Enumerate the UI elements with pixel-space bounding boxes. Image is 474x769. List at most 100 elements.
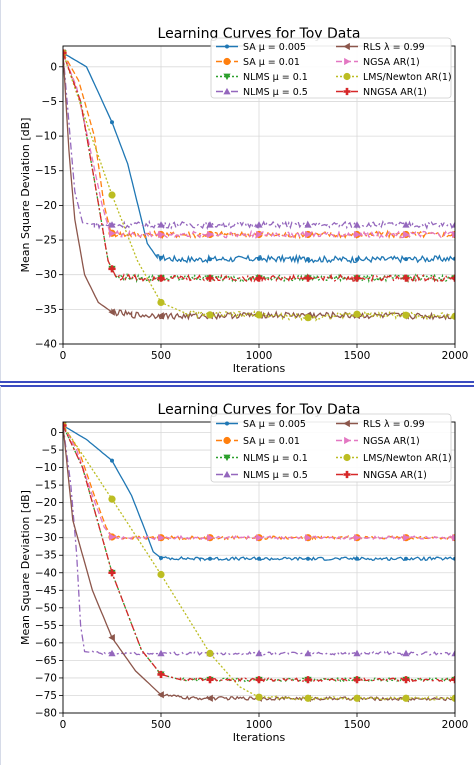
marker-triangle-up-3-8: [451, 221, 455, 228]
y-tick-label-4: −20: [35, 200, 57, 212]
y-axis-label: Mean Square Deviation [dB]: [19, 118, 32, 273]
marker-triangle-right-5-8: [452, 534, 455, 542]
marker-point-0-6: [355, 257, 359, 262]
marker-triangle-right-5-4: [256, 534, 263, 542]
chart-panel-bottom: Learning Curves for Toy Data 0 500 1000 1500…: [0, 386, 474, 765]
marker-triangle-up-3-1: [108, 649, 116, 657]
legend-label-3: NLMS μ = 0.5: [243, 87, 308, 98]
chart-panel-top: Learning Curves for Toy Data 0 500 1000 1500…: [0, 0, 474, 382]
marker-triangle-up-3-3: [206, 221, 214, 228]
marker-circle-legend-6: [343, 453, 351, 462]
marker-circle-6-8: [451, 694, 455, 702]
marker-plus-7-8: [451, 274, 455, 282]
legend-label-0: SA μ = 0.005: [243, 419, 306, 430]
marker-triangle-up-3-8: [451, 649, 455, 657]
marker-circle-6-2: [157, 570, 165, 579]
marker-triangle-right-legend-5: [344, 57, 351, 66]
marker-plus-7-3: [206, 676, 214, 684]
marker-triangle-right-5-1: [109, 533, 116, 541]
x-tick-label-2: 1000: [246, 719, 273, 731]
marker-point-0-5: [306, 257, 310, 262]
marker-circle-legend-6: [343, 72, 351, 81]
y-tick-label-5: −25: [35, 235, 57, 247]
y-tick-label-3: −15: [35, 480, 57, 492]
marker-circle-6-8: [451, 312, 455, 320]
marker-point-0-7: [404, 556, 408, 561]
marker-point-0-3: [208, 257, 212, 262]
legend-box: [210, 413, 452, 483]
marker-point-0-8: [453, 556, 455, 561]
x-tick-label-4: 2000: [442, 719, 469, 731]
marker-point-0-2: [159, 556, 163, 561]
marker-point-legend-0: [225, 421, 229, 426]
marker-circle-6-7: [402, 311, 410, 319]
y-tick-label-0: 0: [50, 427, 57, 439]
marker-plus-legend-7: [343, 470, 351, 479]
y-tick-label-1: −5: [42, 96, 57, 108]
marker-point-legend-0: [225, 44, 229, 49]
marker-plus-7-7: [402, 676, 410, 684]
legend-label-0: SA μ = 0.005: [243, 42, 306, 53]
marker-triangle-right-5-6: [354, 534, 361, 542]
y-tick-label-7: −35: [35, 550, 57, 562]
tick-labels: 0 500 1000 1500 2000 0 −5 −10 −15 −20 −25 −30 −35 −40: [35, 61, 469, 362]
marker-point-0-8: [453, 256, 455, 261]
legend-label-4: RLS λ = 0.99: [363, 42, 425, 53]
marker-triangle-up-legend-3: [223, 470, 231, 478]
legend-label-3: NLMS μ = 0.5: [243, 470, 308, 481]
marker-triangle-right-5-6: [354, 230, 361, 239]
marker-circle-6-6: [353, 310, 361, 318]
series-group: [63, 422, 455, 703]
y-tick-label-5: −25: [35, 515, 57, 527]
legend: SA μ = 0.005 SA μ = 0.01 NLMS μ = 0.1 NLMS …: [210, 37, 452, 99]
y-tick-label-15: −75: [35, 690, 57, 702]
marker-circle-6-3: [206, 649, 214, 657]
marker-point-0-1: [110, 120, 114, 125]
marker-triangle-up-3-6: [353, 649, 361, 657]
marker-plus-7-1: [108, 265, 116, 273]
marker-triangle-right-5-4: [256, 230, 263, 239]
marker-triangle-left-4-3: [206, 694, 213, 702]
marker-circle-6-5: [304, 314, 312, 322]
x-axis-label: Iterations: [233, 362, 286, 375]
marker-triangle-left-4-2: [157, 691, 164, 699]
x-tick-label-0: 0: [60, 719, 67, 731]
marker-triangle-up-3-6: [353, 221, 361, 228]
marker-plus-7-2: [157, 670, 165, 679]
marker-circle-6-1: [108, 495, 116, 503]
marker-plus-7-5: [304, 676, 312, 684]
y-tick-label-7: −35: [35, 304, 57, 316]
legend-label-2: NLMS μ = 0.1: [243, 72, 308, 83]
marker-circle-6-7: [402, 694, 410, 702]
y-axis-label: Mean Square Deviation [dB]: [19, 490, 32, 645]
series-group: [63, 49, 455, 322]
marker-plus-7-5: [304, 274, 312, 282]
x-tick-label-3: 1500: [344, 719, 371, 731]
marker-triangle-up-3-1: [108, 221, 116, 228]
y-tick-label-10: −50: [35, 602, 57, 614]
marker-triangle-left-4-2: [157, 312, 164, 320]
y-tick-label-11: −55: [35, 620, 57, 632]
marker-circle-6-2: [157, 298, 165, 307]
marker-triangle-left-4-1: [108, 308, 115, 316]
marker-circle-legend-1: [223, 57, 231, 66]
marker-triangle-right-legend-5: [344, 436, 351, 445]
divider-line: [0, 381, 474, 383]
x-tick-label-2: 1000: [246, 350, 273, 362]
marker-circle-6-5: [304, 694, 312, 702]
marker-point-0-2: [159, 255, 163, 260]
marker-plus-7-3: [206, 274, 214, 282]
marker-point-0-6: [355, 556, 359, 561]
marker-plus-7-7: [402, 274, 410, 282]
marker-plus-7-6: [353, 676, 361, 684]
marker-triangle-right-5-1: [109, 229, 116, 237]
marker-triangle-down-legend-2: [223, 454, 231, 462]
y-tick-label-2: −10: [35, 462, 57, 474]
marker-triangle-right-5-2: [158, 534, 165, 542]
y-tick-label-6: −30: [35, 269, 57, 281]
marker-point-0-5: [306, 556, 310, 561]
marker-triangle-right-5-7: [403, 534, 410, 542]
marker-triangle-right-5-8: [452, 230, 455, 239]
marker-plus-7-4: [255, 676, 263, 684]
